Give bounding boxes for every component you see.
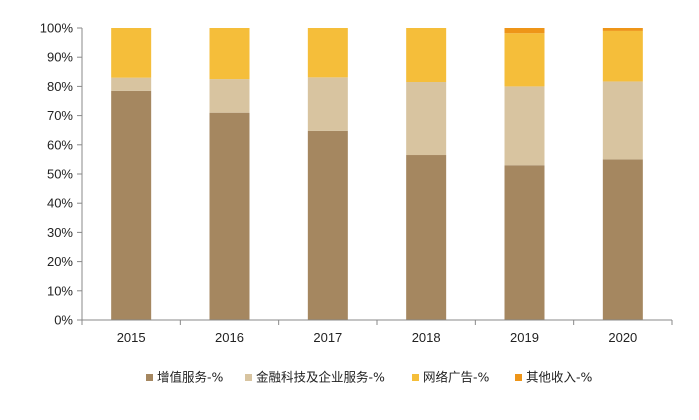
y-tick-label: 10% <box>47 283 73 298</box>
x-tick-label-2015: 2015 <box>117 330 146 345</box>
legend-swatch <box>515 374 522 381</box>
bar-segment-2019-series-1 <box>504 165 545 320</box>
legend-label: 其他收入-% <box>526 370 593 385</box>
bar-segment-2017-series-3 <box>307 28 348 78</box>
legend-swatch <box>146 374 153 381</box>
y-tick-label: 70% <box>47 108 73 123</box>
bar-segment-2016-series-2 <box>209 79 250 113</box>
y-ticks-group: 0% 10% 20% 30% 40% 50% 60% 70% 80% 90% 100% <box>40 21 82 328</box>
y-tick-label: 30% <box>47 225 73 240</box>
legend: 增值服务-% 金融科技及企业服务-% 网络广告-% 其他收入-% <box>146 370 593 385</box>
legend-item-3: 网络广告-% <box>412 370 490 385</box>
y-tick-label: 50% <box>47 167 73 182</box>
y-tick-label: 90% <box>47 50 73 65</box>
bar-segment-2015-series-2 <box>111 77 152 91</box>
x-tick-label-2017: 2017 <box>313 330 342 345</box>
legend-label: 网络广告-% <box>423 370 490 385</box>
x-tick-label-2020: 2020 <box>608 330 637 345</box>
bar-segment-2019-series-2 <box>504 86 545 166</box>
bar-segment-2015-series-1 <box>111 90 152 320</box>
legend-swatch <box>412 374 419 381</box>
legend-item-4: 其他收入-% <box>515 370 593 385</box>
legend-swatch <box>245 374 252 381</box>
x-tick-label-2016: 2016 <box>215 330 244 345</box>
axes-group <box>81 28 672 321</box>
y-tick-label: 0% <box>54 313 73 328</box>
legend-label: 金融科技及企业服务-% <box>256 370 385 385</box>
y-tick-label: 60% <box>47 137 73 152</box>
bar-segment-2017-series-1 <box>307 130 348 320</box>
bar-segment-2020-series-4 <box>602 28 643 31</box>
legend-item-2: 金融科技及企业服务-% <box>245 370 385 385</box>
y-tick-label: 40% <box>47 196 73 211</box>
bars-group <box>111 28 643 321</box>
bar-segment-2016-series-3 <box>209 28 250 80</box>
bar-segment-2020-series-2 <box>602 81 643 160</box>
y-tick-label: 20% <box>47 254 73 269</box>
y-tick-label: 80% <box>47 79 73 94</box>
legend-item-1: 增值服务-% <box>146 370 224 385</box>
bar-segment-2020-series-3 <box>602 30 643 82</box>
bar-segment-2020-series-1 <box>602 159 643 320</box>
x-ticks-group: 2015 2016 2017 2018 2019 2020 <box>81 320 673 345</box>
bar-segment-2019-series-4 <box>504 28 545 34</box>
bar-segment-2018-series-1 <box>406 155 447 320</box>
bar-segment-2015-series-3 <box>111 28 152 78</box>
bar-segment-2019-series-3 <box>504 33 545 87</box>
x-tick-label-2018: 2018 <box>412 330 441 345</box>
bar-segment-2017-series-2 <box>307 77 348 131</box>
bar-segment-2018-series-2 <box>406 82 447 156</box>
legend-label: 增值服务-% <box>157 370 224 385</box>
y-tick-label: 100% <box>40 21 74 36</box>
x-tick-label-2019: 2019 <box>510 330 539 345</box>
bar-segment-2016-series-1 <box>209 112 250 321</box>
bar-segment-2018-series-3 <box>406 28 447 83</box>
